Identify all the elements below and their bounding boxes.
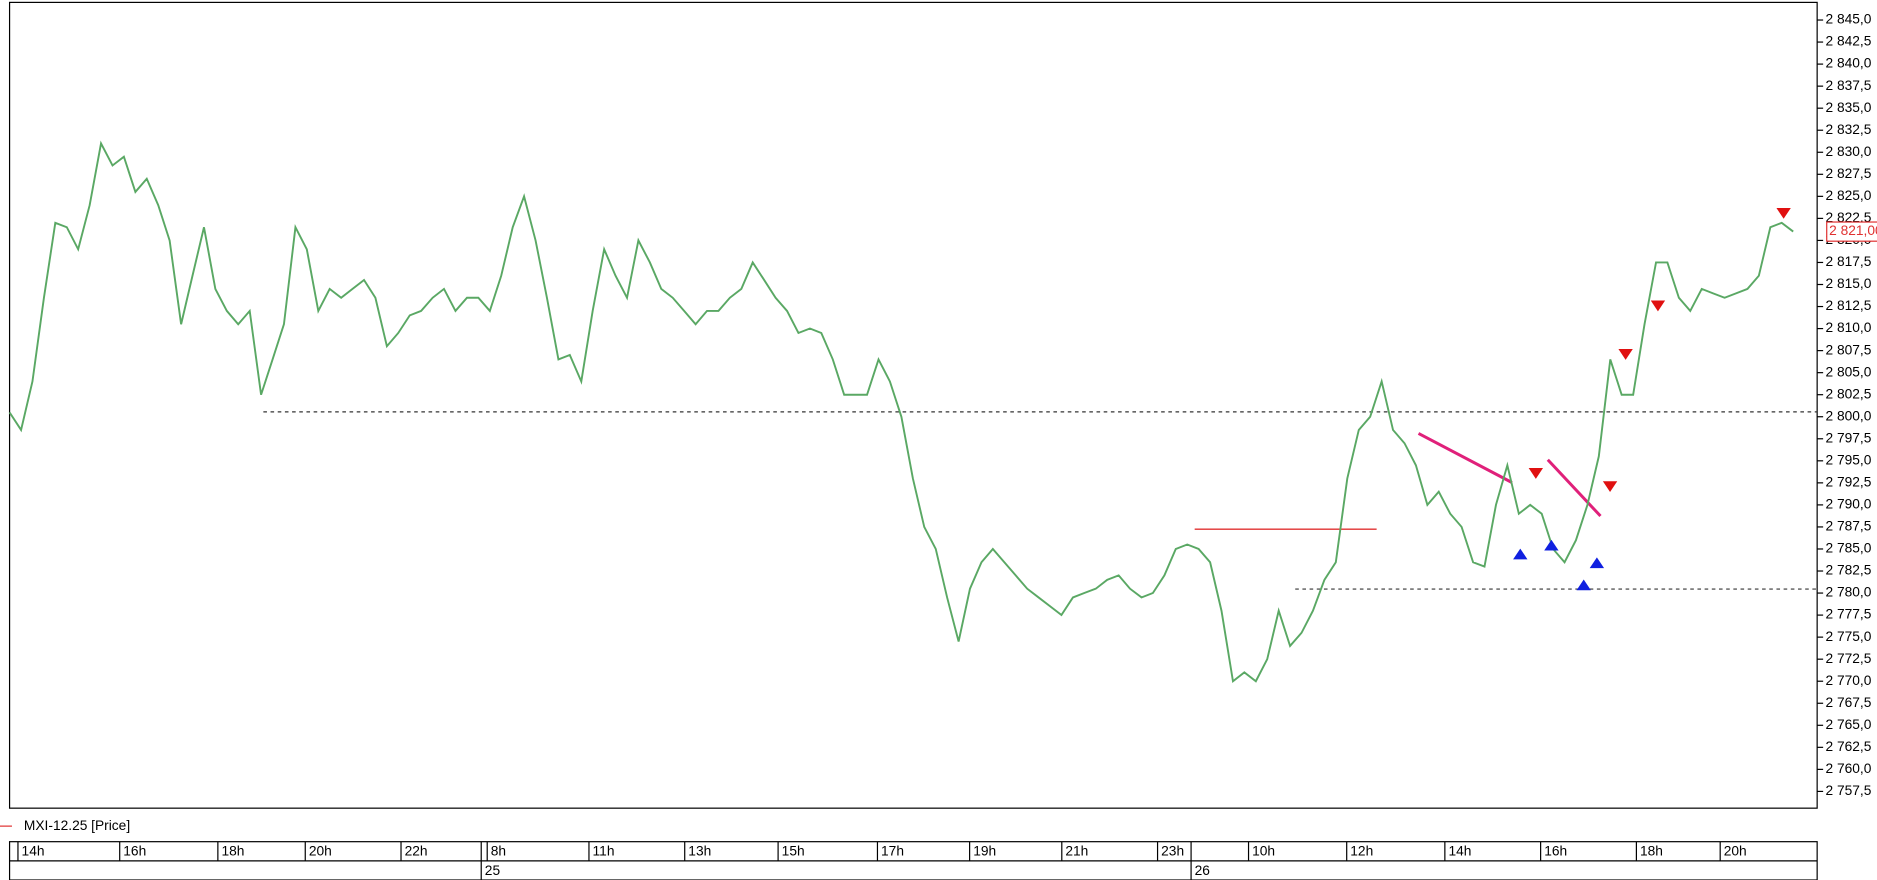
y-tick-label: 2 830,0 [1826,144,1872,159]
y-tick-label: 2 772,5 [1826,651,1872,666]
y-tick-label: 2 790,0 [1826,497,1872,512]
x-tick-label: 12h [1350,844,1373,859]
y-tick-label: 2 817,5 [1826,254,1872,269]
y-tick-label: 2 825,0 [1826,188,1872,203]
y-tick-label: 2 777,5 [1826,607,1872,622]
x-tick-label: 21h [1065,844,1088,859]
buy-signal [1544,539,1559,551]
date-label: 26 [1195,863,1211,878]
x-tick-label: 18h [221,844,244,859]
y-tick-label: 2 762,5 [1826,739,1872,754]
x-tick-label: 19h [973,844,996,859]
x-tick-label: 14h [1448,844,1471,859]
y-tick-label: 2 812,5 [1826,298,1872,313]
y-tick-label: 2 815,0 [1826,276,1872,291]
buy-signal [1513,548,1528,560]
x-tick-label: 15h [782,844,805,859]
x-tick-label: 11h [593,844,615,859]
legend-label: MXI-12.25 [Price] [24,818,130,833]
y-tick-label: 2 835,0 [1826,100,1872,115]
y-tick-label: 2 767,5 [1826,695,1872,710]
last-price-label: 2 821,00 [1829,223,1877,238]
x-tick-label: 23h [1161,844,1184,859]
y-tick-label: 2 785,0 [1826,541,1872,556]
sell-signal [1618,349,1633,360]
y-tick-label: 2 827,5 [1826,166,1872,181]
sell-signal [1528,468,1544,479]
y-tick-label: 2 775,0 [1826,629,1872,644]
y-tick-label: 2 787,5 [1826,519,1872,534]
y-tick-label: 2 837,5 [1826,78,1872,93]
y-tick-label: 2 810,0 [1826,320,1872,335]
x-tick-label: 18h [1640,844,1663,859]
x-tick-label: 16h [123,844,146,859]
y-tick-label: 2 845,0 [1826,12,1872,27]
date-label: 25 [485,863,501,878]
y-tick-label: 2 760,0 [1826,761,1872,776]
y-tick-label: 2 792,5 [1826,474,1872,489]
buy-signal [1589,557,1605,569]
trend-line [1546,458,1602,518]
x-tick-label: 10h [1252,844,1275,859]
price-line [8,140,1794,683]
x-tick-label: 22h [405,844,428,859]
y-tick-label: 2 770,0 [1826,673,1872,688]
y-tick-label: 2 765,0 [1826,717,1872,732]
y-tick-label: 2 840,0 [1826,56,1872,71]
sell-signal [1776,207,1791,219]
plot-frame [8,1,1818,809]
x-tick-label: 16h [1544,844,1567,859]
y-tick-label: 2 800,0 [1826,408,1872,423]
x-tick-label: 20h [1724,844,1747,859]
y-tick-label: 2 802,5 [1826,386,1872,401]
sell-signal [1602,481,1618,493]
x-tick-label: 13h [688,844,711,859]
x-tick-label: 8h [491,844,506,859]
y-tick-label: 2 797,5 [1826,430,1872,445]
y-tick-label: 2 842,5 [1826,34,1872,49]
y-tick-label: 2 757,5 [1826,783,1872,798]
y-tick-label: 2 832,5 [1826,122,1872,137]
y-tick-label: 2 807,5 [1826,342,1872,357]
trend-line [1417,432,1513,484]
y-tick-label: 2 805,0 [1826,364,1872,379]
y-tick-label: 2 795,0 [1826,452,1872,467]
x-tick-label: 14h [22,844,45,859]
y-tick-label: 2 822,5 [1826,210,1872,225]
x-tick-label: 20h [309,844,332,859]
last-price-box [1826,221,1877,242]
sell-signal [1650,300,1666,312]
y-tick-label: 2 782,5 [1826,563,1872,578]
y-tick-label: 2 780,0 [1826,585,1872,600]
buy-signal [1576,579,1591,591]
x-tick-label: 17h [881,844,904,859]
